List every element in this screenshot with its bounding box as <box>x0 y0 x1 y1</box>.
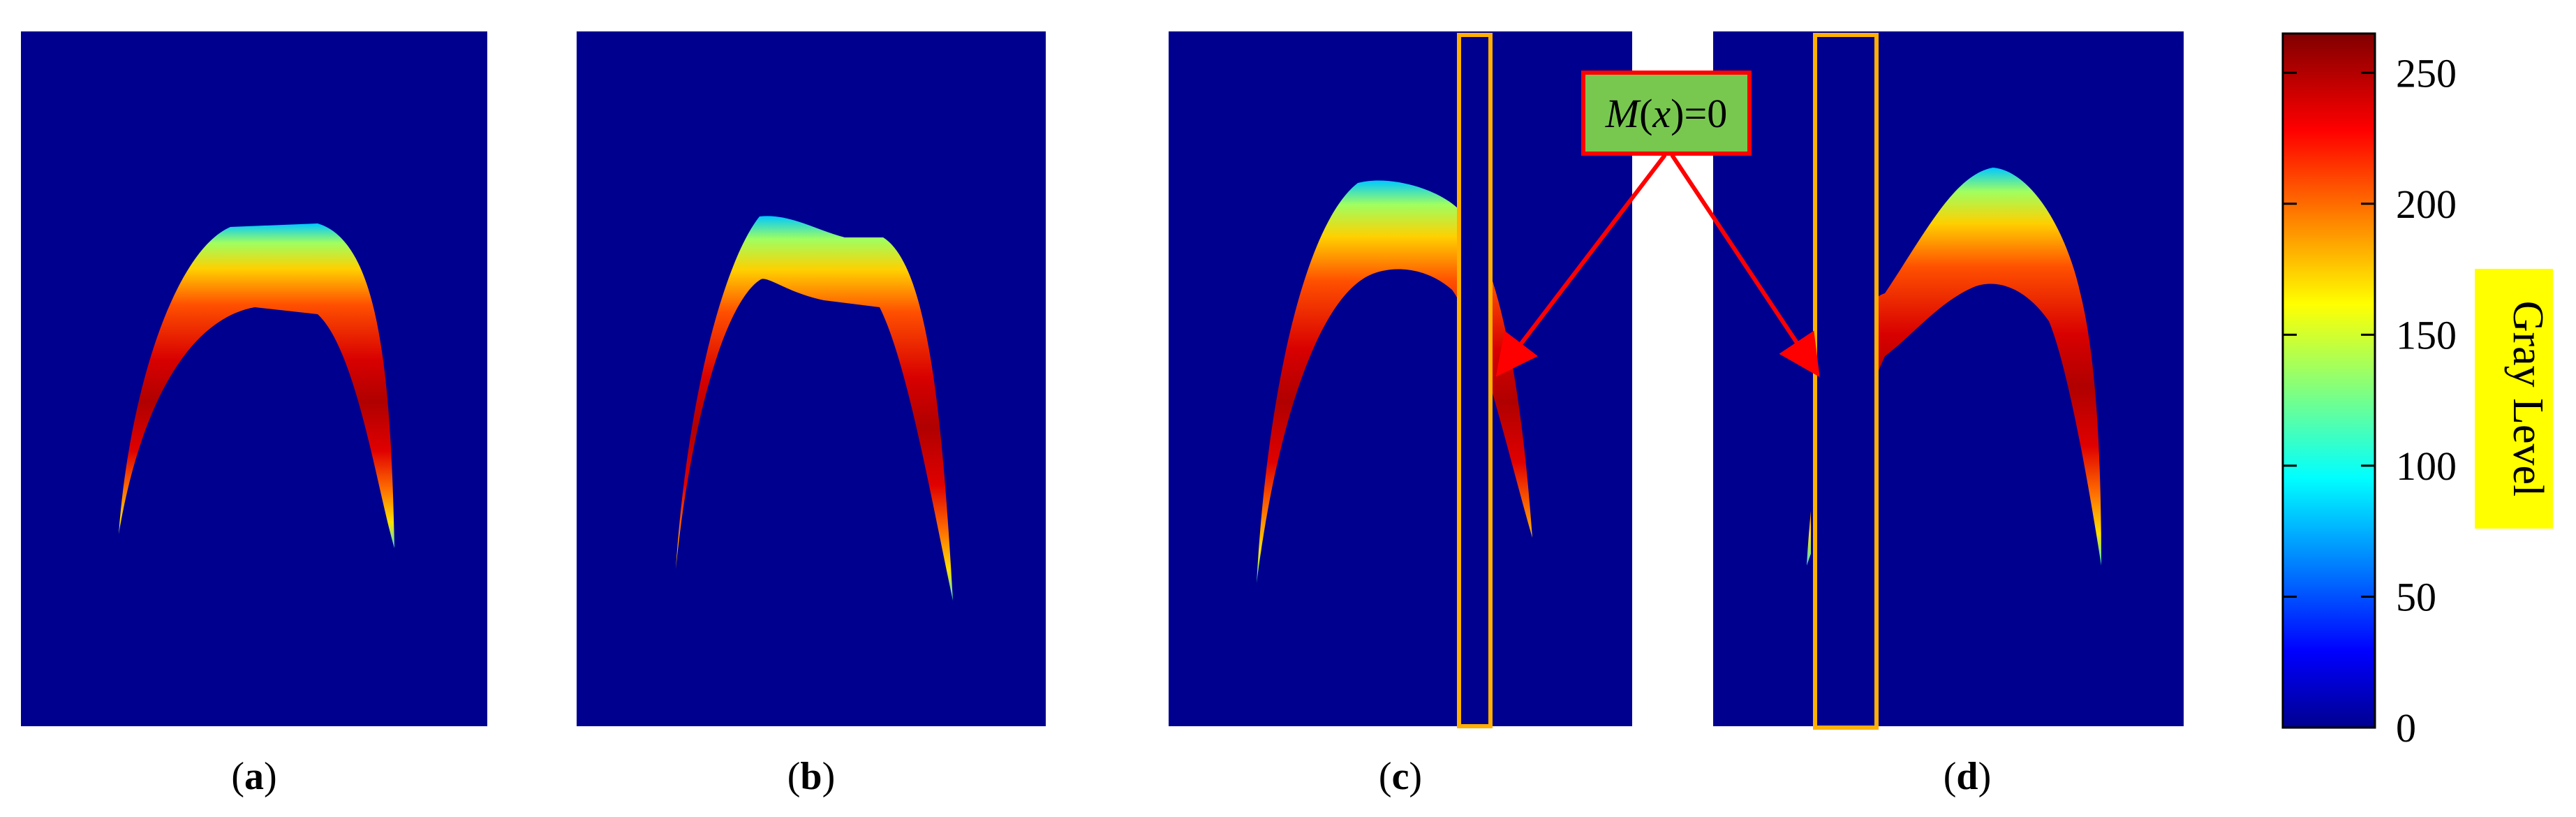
panel-d-background <box>1713 31 2184 726</box>
panel-a-band <box>119 223 394 548</box>
colorbar-title: Gray Level <box>2504 301 2552 497</box>
arrow-to-c <box>1495 154 1667 377</box>
callout-label: M(x)=0 <box>1605 91 1727 136</box>
panel-a-caption: (a) <box>231 755 276 798</box>
panel-d-band <box>1807 168 2101 566</box>
panel-b-band <box>676 216 953 601</box>
panel-d: (d) <box>1713 31 2184 798</box>
colorbar-tick-label: 250 <box>2396 50 2457 96</box>
highlight-box-c <box>1457 33 1493 728</box>
panel-b-caption: (b) <box>787 755 835 798</box>
panel-d-caption: (d) <box>1944 755 1991 798</box>
panel-c-background <box>1169 31 1632 726</box>
panel-c-caption: (c) <box>1379 755 1422 798</box>
colorbar-tick-label: 150 <box>2396 312 2457 358</box>
arrow-to-d <box>1670 154 1820 377</box>
colorbar: 0 50 100 150 200 250 Gray Level <box>2281 32 2553 751</box>
panel-b-background <box>577 31 1046 726</box>
highlight-box-d <box>1813 33 1879 730</box>
panel-a-background <box>21 31 487 726</box>
colorbar-ticks: 0 50 100 150 200 250 <box>2283 50 2457 751</box>
colorbar-tick-label: 100 <box>2396 443 2457 489</box>
panel-b: (b) <box>577 31 1046 798</box>
panel-c: (c) <box>1169 31 1632 798</box>
panel-a: (a) <box>21 31 487 798</box>
colorbar-title-highlight <box>2475 269 2553 529</box>
colorbar-tick-label: 50 <box>2396 574 2436 619</box>
colorbar-gradient <box>2281 32 2376 729</box>
callout-box <box>1581 71 1752 156</box>
callout: M(x)=0 <box>1495 71 1820 377</box>
colorbar-tick-label: 200 <box>2396 182 2457 227</box>
colorbar-tick-label: 0 <box>2396 705 2416 751</box>
